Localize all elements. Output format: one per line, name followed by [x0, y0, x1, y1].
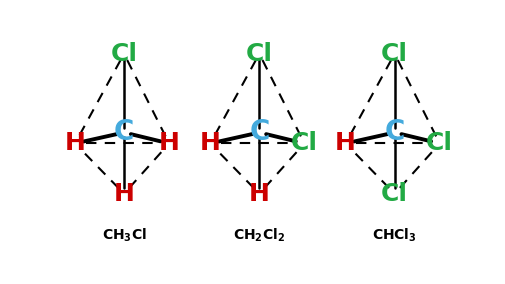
- Text: H: H: [113, 182, 134, 206]
- Text: $\mathregular{CH_3Cl}$: $\mathregular{CH_3Cl}$: [102, 227, 146, 244]
- Text: H: H: [65, 131, 85, 155]
- Text: Cl: Cl: [425, 131, 452, 155]
- Text: H: H: [199, 131, 220, 155]
- Text: Cl: Cl: [380, 182, 408, 206]
- Text: Cl: Cl: [380, 42, 408, 66]
- Text: C: C: [114, 118, 134, 147]
- Text: C: C: [248, 118, 269, 147]
- Text: H: H: [159, 131, 179, 155]
- Text: Cl: Cl: [245, 42, 272, 66]
- Text: H: H: [334, 131, 356, 155]
- Text: $\mathregular{CH_2Cl_2}$: $\mathregular{CH_2Cl_2}$: [233, 227, 285, 244]
- Text: $\mathregular{CHCl_3}$: $\mathregular{CHCl_3}$: [372, 227, 416, 244]
- Text: H: H: [248, 182, 269, 206]
- Text: Cl: Cl: [110, 42, 137, 66]
- Text: C: C: [384, 118, 404, 147]
- Text: Cl: Cl: [290, 131, 317, 155]
